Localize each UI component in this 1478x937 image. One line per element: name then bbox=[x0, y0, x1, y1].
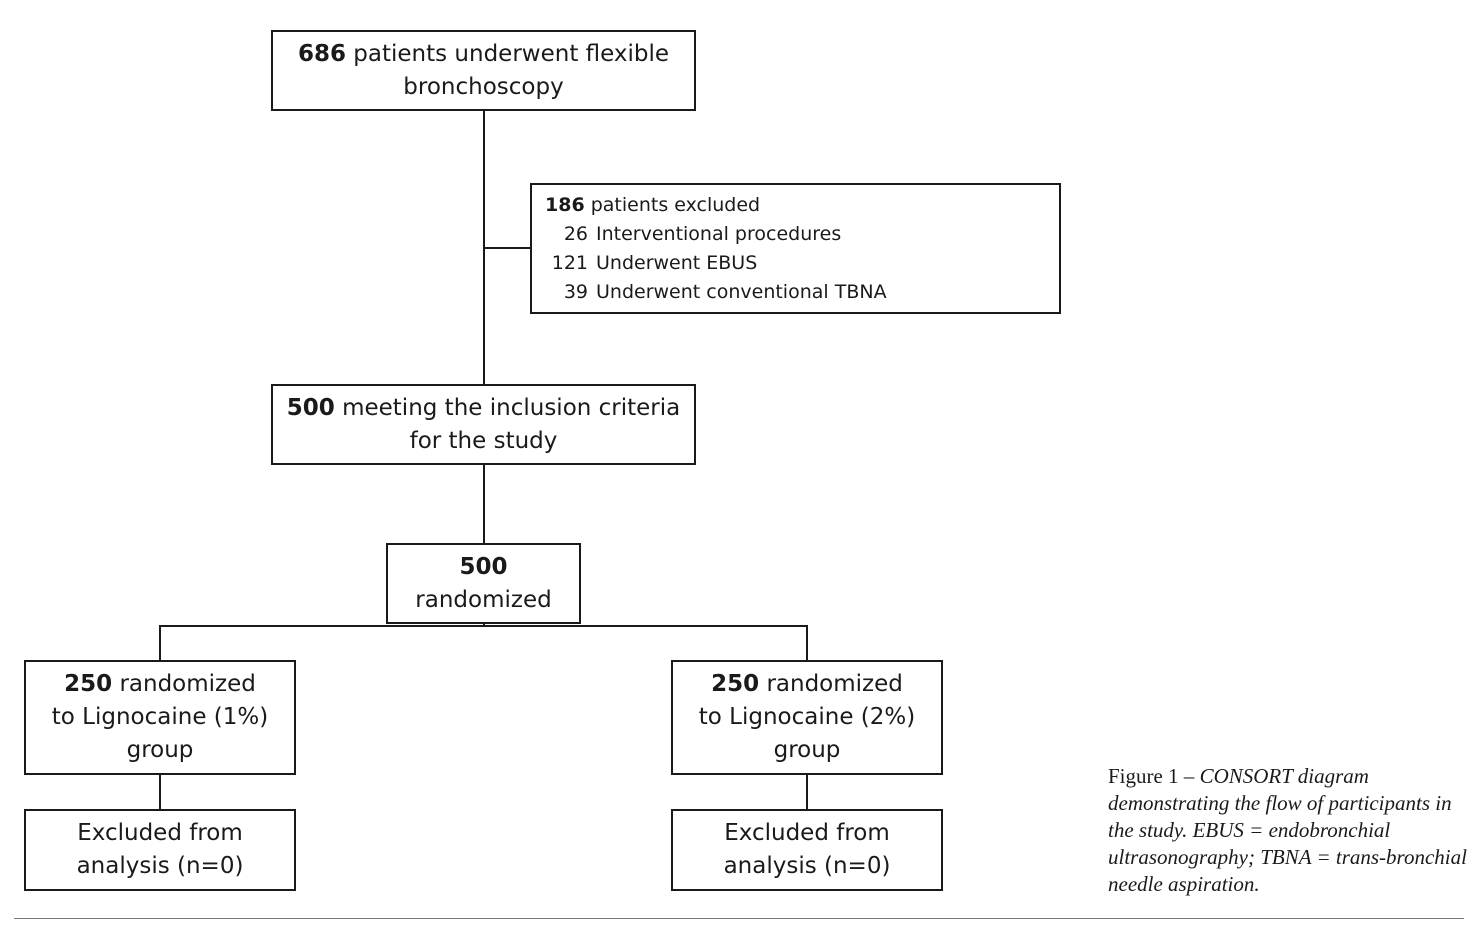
excluded-item: 26 Interventional procedures bbox=[545, 220, 1059, 249]
excluded-item-num: 121 bbox=[551, 252, 588, 274]
connector-group2-to-excl bbox=[806, 774, 808, 810]
group1-line3: group bbox=[126, 737, 194, 763]
group2-text: randomized bbox=[766, 671, 903, 697]
total-patients-box: 686 patients underwent flexible bronchos… bbox=[271, 30, 696, 111]
group1-text: randomized bbox=[119, 671, 256, 697]
excluded-text: patients excluded bbox=[590, 194, 761, 216]
excl1-line2: analysis (n=0) bbox=[76, 853, 244, 879]
group2-line3: group bbox=[773, 737, 841, 763]
connector-branch-horizontal bbox=[159, 625, 808, 627]
group2-line1: 250 randomized bbox=[711, 668, 903, 701]
group2-count: 250 bbox=[711, 671, 760, 697]
excl1-line1: Excluded from bbox=[77, 820, 243, 846]
excluded-item-label: Interventional procedures bbox=[596, 223, 842, 245]
caption-prefix: Figure 1 – bbox=[1108, 764, 1200, 788]
group1-line1: 250 randomized bbox=[64, 668, 256, 701]
total-patients-count: 686 bbox=[297, 40, 346, 67]
excluded-analysis-box-2: Excluded from analysis (n=0) bbox=[671, 809, 943, 891]
connector-to-excluded bbox=[483, 247, 531, 249]
randomized-count: 500 bbox=[459, 553, 508, 580]
excluded-item: 39 Underwent conventional TBNA bbox=[545, 278, 1059, 307]
connector-branch-right bbox=[806, 625, 808, 661]
randomized-text: randomized bbox=[415, 586, 552, 613]
excl2-line1: Excluded from bbox=[724, 820, 890, 846]
inclusion-line2: for the study bbox=[409, 427, 558, 454]
randomized-box: 500 randomized bbox=[386, 543, 581, 624]
excluded-count: 186 bbox=[545, 194, 585, 216]
group2-box: 250 randomized to Lignocaine (2%) group bbox=[671, 660, 943, 775]
inclusion-line1: 500 meeting the inclusion criteria bbox=[287, 392, 681, 425]
randomized-count-line: 500 bbox=[459, 551, 507, 584]
excl2-line2: analysis (n=0) bbox=[723, 853, 891, 879]
excluded-item: 121 Underwent EBUS bbox=[545, 249, 1059, 278]
group2-line2: to Lignocaine (2%) bbox=[698, 704, 916, 730]
connector-branch-left bbox=[159, 625, 161, 661]
total-patients-line1: 686 patients underwent flexible bbox=[298, 38, 669, 71]
excluded-item-label: Underwent conventional TBNA bbox=[596, 281, 887, 303]
excluded-item-label: Underwent EBUS bbox=[596, 252, 758, 274]
excluded-patients-box: 186 patients excluded 26 Interventional p… bbox=[530, 183, 1061, 314]
caption-body: CONSORT diagram demonstrating the flow o… bbox=[1108, 764, 1467, 896]
figure-caption: Figure 1 – CONSORT diagram demonstrating… bbox=[1108, 763, 1468, 898]
bottom-divider bbox=[14, 918, 1464, 919]
excluded-header: 186 patients excluded bbox=[545, 191, 1059, 220]
inclusion-text: meeting the inclusion criteria bbox=[342, 394, 681, 421]
group1-line2: to Lignocaine (1%) bbox=[51, 704, 269, 730]
total-patients-text: patients underwent flexible bbox=[353, 40, 670, 67]
excluded-item-num: 26 bbox=[563, 223, 588, 245]
group1-count: 250 bbox=[64, 671, 113, 697]
excluded-analysis-box-1: Excluded from analysis (n=0) bbox=[24, 809, 296, 891]
inclusion-box: 500 meeting the inclusion criteria for t… bbox=[271, 384, 696, 465]
connector-inclusion-to-randomized bbox=[483, 464, 485, 544]
total-patients-line2: bronchoscopy bbox=[403, 73, 564, 100]
inclusion-count: 500 bbox=[286, 394, 335, 421]
connector-group1-to-excl bbox=[159, 774, 161, 810]
group1-box: 250 randomized to Lignocaine (1%) group bbox=[24, 660, 296, 775]
excluded-item-num: 39 bbox=[563, 281, 588, 303]
